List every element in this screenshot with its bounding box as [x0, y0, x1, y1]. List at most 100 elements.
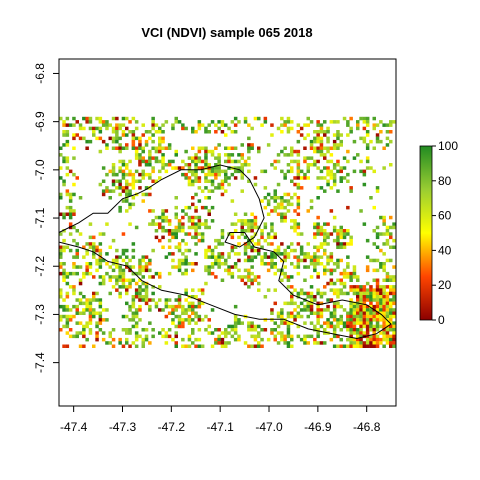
- raster-cell: [174, 334, 178, 339]
- raster-cell: [385, 331, 390, 335]
- raster-cell: [359, 314, 363, 319]
- raster-cell: [369, 166, 373, 170]
- raster-cell: [200, 222, 205, 226]
- raster-cell: [392, 295, 396, 299]
- raster-cell: [171, 126, 175, 131]
- raster-cell: [326, 235, 330, 240]
- raster-cell: [389, 288, 393, 292]
- raster-cell: [293, 255, 297, 259]
- raster-cell: [356, 295, 360, 299]
- raster-cell: [296, 271, 301, 276]
- raster-cell: [184, 258, 188, 263]
- raster-cell: [375, 186, 380, 190]
- raster-cell: [306, 295, 310, 299]
- raster-cell: [329, 258, 334, 263]
- raster-cell: [379, 288, 383, 292]
- raster-cell: [161, 225, 165, 230]
- raster-cell: [362, 182, 367, 187]
- raster-cell: [92, 242, 96, 246]
- raster-cell: [204, 219, 208, 223]
- raster-cell: [332, 225, 337, 230]
- raster-cell: [197, 238, 202, 243]
- raster-cell: [131, 196, 136, 200]
- raster-cell: [336, 288, 340, 292]
- raster-cell: [105, 143, 109, 147]
- raster-cell: [121, 133, 126, 137]
- raster-cell: [75, 271, 79, 276]
- raster-cell: [111, 262, 116, 266]
- raster-cell: [260, 232, 264, 236]
- raster-cell: [276, 205, 281, 210]
- raster-cell: [115, 255, 119, 259]
- raster-cell: [134, 149, 139, 154]
- raster-cell: [65, 245, 70, 249]
- raster-cell: [92, 298, 96, 302]
- raster-cell: [184, 163, 188, 167]
- raster-cell: [148, 258, 152, 263]
- raster-cell: [352, 301, 357, 306]
- raster-cell: [362, 308, 367, 312]
- raster-cell: [191, 268, 195, 273]
- raster-cell: [293, 308, 297, 312]
- raster-cell: [95, 298, 99, 302]
- raster-cell: [243, 222, 248, 226]
- raster-cell: [194, 209, 198, 213]
- raster-cell: [356, 311, 360, 315]
- raster-cell: [309, 334, 314, 339]
- raster-cell: [352, 265, 357, 269]
- raster-cell: [233, 212, 238, 216]
- raster-cell: [210, 331, 215, 335]
- raster-cell: [313, 146, 317, 150]
- raster-cell: [303, 308, 307, 312]
- raster-cell: [78, 301, 83, 306]
- raster-cell: [379, 232, 383, 236]
- raster-cell: [125, 186, 129, 190]
- raster-cell: [309, 139, 314, 144]
- raster-cell: [184, 242, 188, 246]
- raster-cell: [299, 258, 304, 263]
- raster-cell: [260, 123, 264, 127]
- raster-cell: [352, 288, 357, 292]
- raster-cell: [197, 199, 202, 203]
- raster-cell: [392, 308, 396, 312]
- raster-cell: [194, 215, 198, 220]
- raster-cell: [280, 242, 284, 246]
- raster-cell: [349, 271, 353, 276]
- raster-cell: [158, 126, 162, 131]
- raster-cell: [359, 285, 363, 289]
- raster-cell: [121, 186, 126, 190]
- raster-cell: [260, 344, 264, 348]
- raster-cell: [389, 120, 393, 124]
- raster-cell: [270, 311, 274, 315]
- raster-cell: [336, 344, 340, 348]
- raster-cell: [95, 116, 99, 121]
- raster-cell: [306, 334, 310, 339]
- raster-cell: [144, 288, 149, 292]
- raster-cell: [299, 291, 304, 296]
- raster-cell: [174, 120, 178, 124]
- raster-cell: [352, 139, 357, 144]
- raster-cell: [204, 126, 208, 131]
- raster-cell: [342, 242, 347, 246]
- raster-cell: [59, 245, 63, 249]
- raster-cell: [273, 199, 277, 203]
- raster-cell: [250, 248, 254, 253]
- raster-cell: [177, 321, 182, 325]
- raster-cell: [306, 156, 310, 160]
- raster-cell: [141, 328, 145, 332]
- raster-cell: [379, 301, 383, 306]
- raster-cell: [207, 209, 211, 213]
- raster-cell: [273, 328, 277, 332]
- raster-cell: [362, 116, 367, 121]
- raster-cell: [286, 153, 291, 157]
- raster-cell: [85, 120, 89, 124]
- raster-cell: [385, 242, 390, 246]
- raster-cell: [204, 130, 208, 134]
- raster-cell: [125, 285, 129, 289]
- raster-cell: [349, 301, 353, 306]
- raster-cell: [303, 252, 307, 256]
- raster-cell: [214, 337, 218, 342]
- raster-cell: [197, 149, 202, 154]
- raster-cell: [204, 146, 208, 150]
- raster-cell: [359, 304, 363, 309]
